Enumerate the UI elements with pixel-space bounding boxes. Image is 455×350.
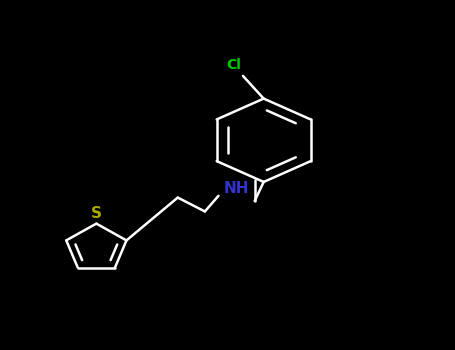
Text: S: S	[91, 206, 102, 221]
Text: Cl: Cl	[226, 58, 241, 72]
Text: NH: NH	[224, 181, 249, 196]
